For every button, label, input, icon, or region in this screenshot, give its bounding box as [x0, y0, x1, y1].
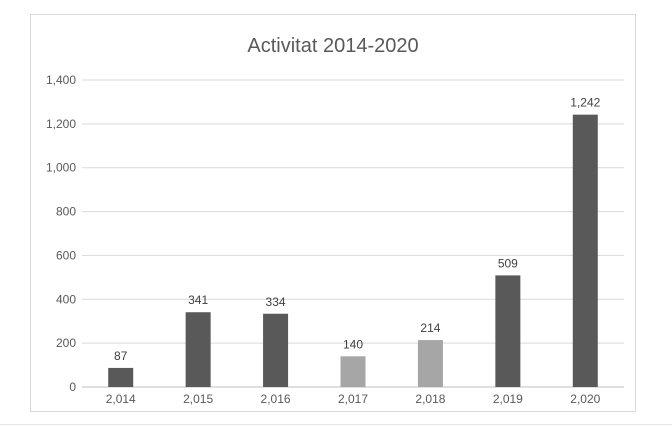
- bar: [572, 114, 598, 387]
- x-tick-label: 2,017: [338, 392, 368, 406]
- y-tick-label: 1,400: [46, 73, 76, 87]
- x-tick-label: 2,016: [261, 392, 291, 406]
- y-tick-label: 400: [56, 292, 76, 306]
- data-label: 509: [498, 256, 518, 270]
- x-tick-label: 2,014: [106, 392, 136, 406]
- data-label: 341: [188, 293, 208, 307]
- bar: [340, 356, 366, 387]
- data-label: 87: [114, 349, 128, 363]
- data-label: 334: [266, 295, 286, 309]
- x-tick-label: 2,020: [570, 392, 600, 406]
- bars: [108, 114, 598, 387]
- data-label: 214: [420, 321, 440, 335]
- y-tick-label: 0: [69, 380, 76, 394]
- bar: [417, 340, 443, 387]
- y-tick-label: 1,200: [46, 117, 76, 131]
- x-tick-label: 2,019: [493, 392, 523, 406]
- x-tick-label: 2,018: [415, 392, 445, 406]
- x-tick-label: 2,015: [183, 392, 213, 406]
- bar: [495, 275, 521, 387]
- x-axis: 2,014 2,015 2,016 2,017 2,018 2,019 2,020: [106, 392, 601, 406]
- data-label: 140: [343, 337, 363, 351]
- y-tick-label: 600: [56, 248, 76, 262]
- bar: [185, 312, 211, 387]
- chart-title: Activitat 2014-2020: [247, 35, 418, 57]
- divider: [0, 424, 672, 425]
- data-labels: 87 341 334 140 214 509 1,242: [114, 96, 601, 363]
- y-tick-label: 1,000: [46, 161, 76, 175]
- bar: [263, 313, 289, 387]
- y-tick-label: 800: [56, 205, 76, 219]
- data-label: 1,242: [570, 96, 600, 110]
- y-axis: 0 200 400 600 800 1,000 1,200 1,400: [46, 73, 76, 394]
- bar: [108, 367, 134, 387]
- y-tick-label: 200: [56, 336, 76, 350]
